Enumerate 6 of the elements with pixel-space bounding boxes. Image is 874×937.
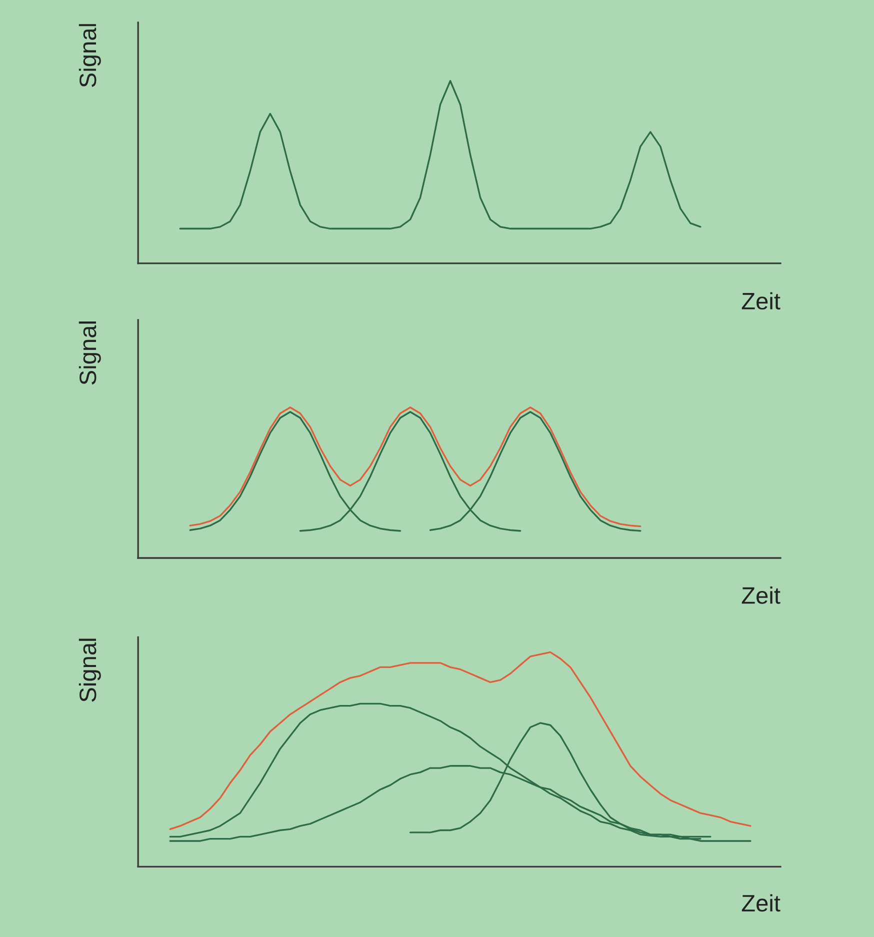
x-axis-title: Zeit (742, 586, 780, 604)
y-axis-title: Signal (78, 322, 101, 385)
y-axis-title: Signal (78, 638, 101, 702)
x-axis-title: Zeit (742, 894, 780, 912)
x-axis-title: Zeit (742, 292, 780, 310)
y-axis-title: Signal (78, 24, 101, 88)
